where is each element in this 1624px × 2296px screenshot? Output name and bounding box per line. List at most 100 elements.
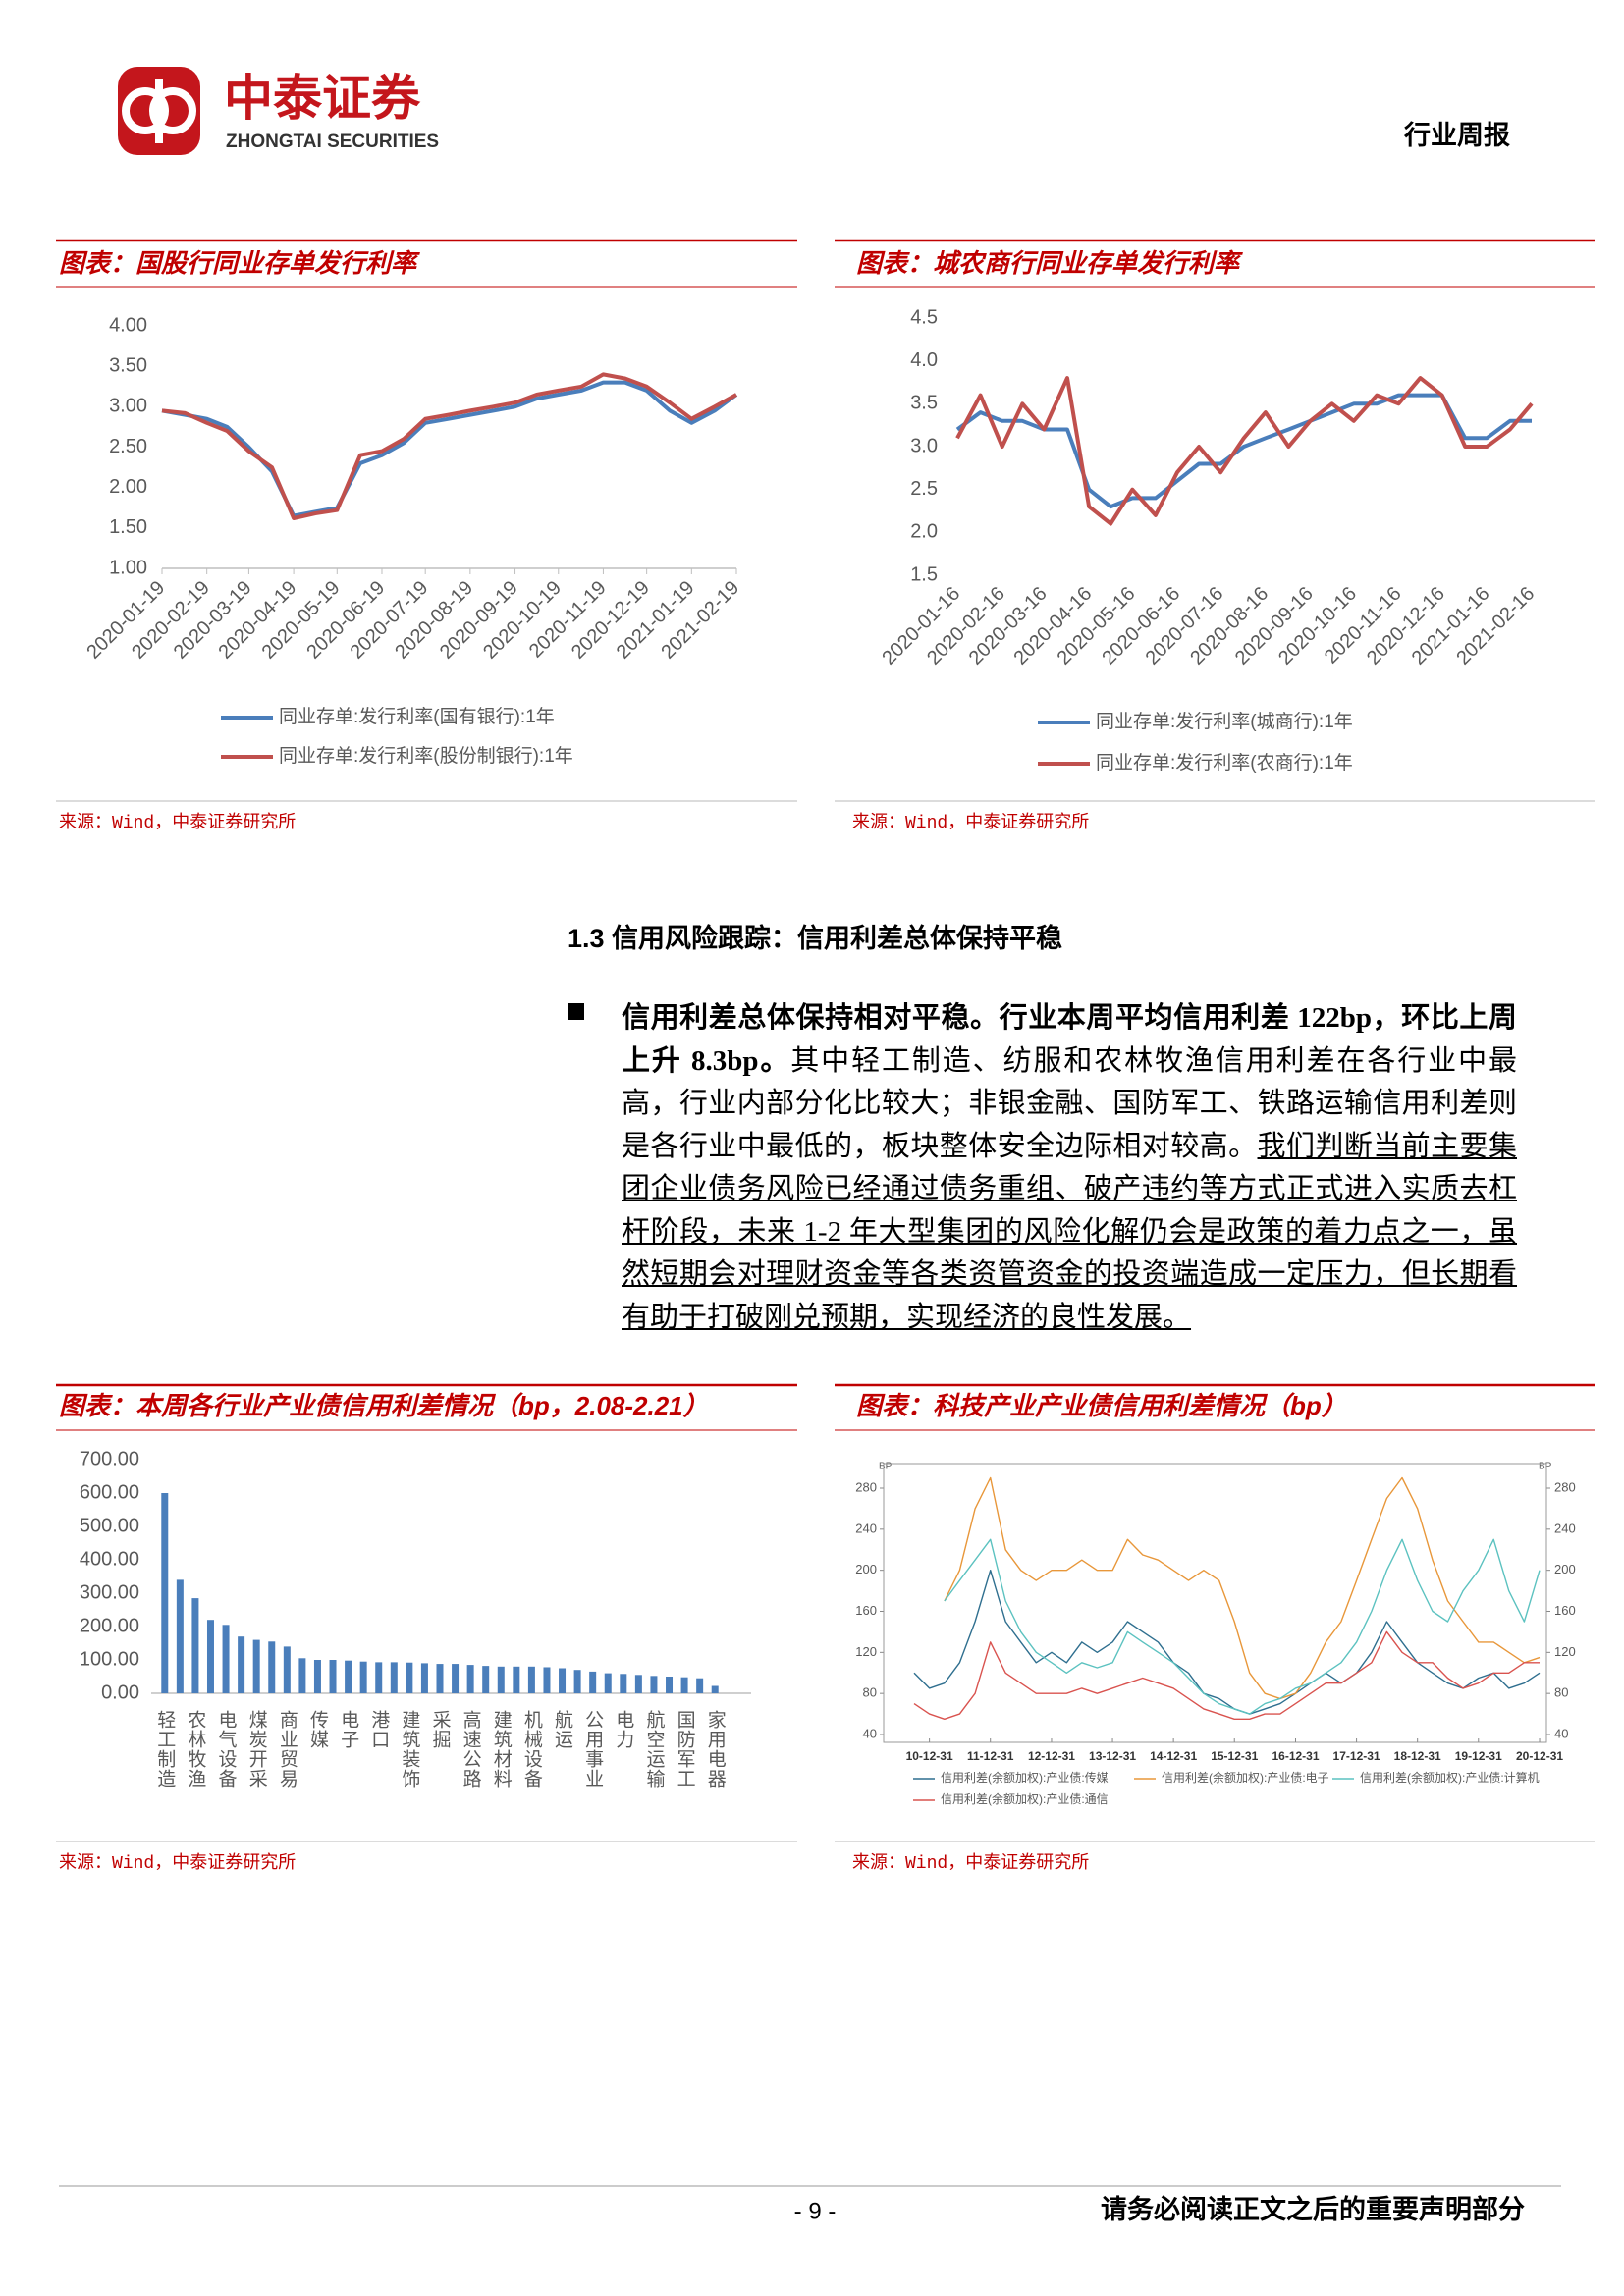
y-tick-label: 280 (855, 1479, 877, 1494)
y-tick-label: 100.00 (80, 1648, 139, 1670)
legend-label: 信用利差(余额加权):产业债:通信 (941, 1791, 1109, 1806)
x-tick-label: 电气设备 (216, 1710, 238, 1789)
company-name: 中泰证券 (224, 71, 421, 126)
x-tick-label: 轻工制造 (154, 1710, 176, 1789)
series-line (913, 1570, 1541, 1715)
x-tick-label: 公用事业 (582, 1710, 604, 1789)
y2-tick-label: 240 (1554, 1521, 1576, 1535)
bar (176, 1579, 184, 1693)
bar (329, 1660, 337, 1693)
bar (559, 1668, 567, 1693)
bar (482, 1666, 490, 1693)
bar (206, 1620, 214, 1693)
bar (390, 1662, 398, 1693)
chart-source: 来源：Wind，中泰证券研究所 (852, 812, 1089, 833)
bar (589, 1671, 597, 1693)
bar (345, 1660, 352, 1693)
y-tick-label: 2.0 (910, 521, 938, 543)
y-tick-label: 1.5 (910, 563, 938, 585)
x-tick-label: 煤炭开采 (246, 1710, 268, 1789)
y2-tick-label: 80 (1554, 1685, 1568, 1700)
legend-label: 同业存单:发行利率(农商行):1年 (1096, 752, 1353, 774)
y-tick-label: 400.00 (80, 1548, 139, 1570)
bar (191, 1598, 199, 1693)
bar (252, 1639, 260, 1693)
bar (680, 1677, 688, 1693)
y-tick-label: 600.00 (80, 1481, 139, 1503)
chart-title: 图表：科技产业产业债信用利差情况（bp） (856, 1391, 1347, 1420)
lead-text: 信用利差总体保持相对平稳。行业本周平均信用利差 122bp，环比上周上升 8.3… (622, 1002, 1517, 1077)
x-tick-label: 航空运输 (643, 1710, 665, 1789)
series-line (955, 376, 1534, 526)
y-tick-label: 300.00 (80, 1581, 139, 1603)
y-tick-label: 4.0 (910, 349, 938, 371)
x-tick-label: 14-12-31 (1150, 1749, 1197, 1763)
chart-source: 来源：Wind，中泰证券研究所 (59, 812, 296, 833)
y-tick-label: 2.00 (109, 476, 147, 498)
y-tick-label: 3.00 (109, 396, 147, 417)
bar (497, 1666, 505, 1693)
body-text: 其中轻工制造、纺服和农林牧渔信用利差在各行业中最高，行业内部分化比较大；非银金融… (622, 1044, 1517, 1162)
x-tick-label: 港口 (368, 1710, 390, 1749)
legend-label: 信用利差(余额加权):产业债:传媒 (941, 1770, 1109, 1785)
x-tick-label: 11-12-31 (967, 1749, 1014, 1763)
x-tick-label: 国防军工 (675, 1710, 696, 1789)
panel-rules (56, 239, 1595, 1842)
y-tick-label: 1.50 (109, 516, 147, 538)
x-tick-label: 13-12-31 (1089, 1749, 1136, 1763)
y-tick-label: 700.00 (80, 1448, 139, 1469)
x-tick-label: 18-12-31 (1394, 1749, 1441, 1763)
x-tick-label: 16-12-31 (1272, 1749, 1319, 1763)
bar (527, 1666, 535, 1693)
x-tick-label: 高速公路 (460, 1710, 482, 1789)
page-number: - 9 - (794, 2198, 837, 2224)
bar (359, 1661, 367, 1693)
x-tick-label: 建筑装饰 (399, 1710, 420, 1789)
series-line (161, 372, 737, 520)
y-tick-label: 120 (855, 1644, 877, 1659)
y-tick-label: 2.50 (109, 436, 147, 457)
y-tick-label: 200.00 (80, 1615, 139, 1636)
bar (634, 1675, 642, 1693)
logo (118, 67, 200, 155)
x-tick-label: 家用电器 (705, 1710, 727, 1789)
bar (420, 1663, 428, 1693)
x-tick-label: 航运 (552, 1710, 573, 1749)
section-heading: 1.3 信用风险跟踪：信用利差总体保持平稳 (568, 923, 1062, 953)
bar (466, 1665, 474, 1693)
bar (452, 1664, 460, 1693)
series-line (944, 1538, 1541, 1715)
y-tick-label: 0.00 (101, 1682, 139, 1703)
bar (573, 1670, 581, 1693)
x-tick-label: 机械设备 (521, 1710, 543, 1789)
x-tick-label: 20-12-31 (1516, 1749, 1563, 1763)
bar (696, 1678, 704, 1693)
x-tick-label: 商业贸易 (277, 1710, 298, 1789)
plot-frame (883, 1463, 1547, 1743)
bar (620, 1674, 627, 1693)
y-tick-label: 500.00 (80, 1515, 139, 1536)
bar (375, 1662, 383, 1693)
y2-tick-label: 160 (1554, 1603, 1576, 1618)
bar (313, 1660, 321, 1693)
bar (238, 1636, 245, 1693)
x-tick-label: 19-12-31 (1455, 1749, 1502, 1763)
series-line (944, 1476, 1541, 1700)
chart-title: 图表：本周各行业产业债信用利差情况（bp，2.08-2.21） (59, 1391, 709, 1420)
y-axis-label: BP (879, 1462, 893, 1472)
y2-tick-label: 280 (1554, 1479, 1576, 1494)
y-tick-label: 240 (855, 1521, 877, 1535)
bar (268, 1641, 276, 1693)
x-tick-label: 农林牧渔 (185, 1710, 206, 1789)
bar (666, 1677, 674, 1693)
y2-tick-label: 200 (1554, 1562, 1576, 1576)
y-tick-label: 2.5 (910, 478, 938, 500)
legend-label: 信用利差(余额加权):产业债:计算机 (1360, 1770, 1540, 1785)
footer-notice: 请务必阅读正文之后的重要声明部分 (1101, 2194, 1525, 2224)
bar (543, 1667, 551, 1693)
chart-source: 来源：Wind，中泰证券研究所 (852, 1852, 1089, 1874)
bar (650, 1676, 658, 1693)
company-name-en: ZHONGTAI SECURITIES (226, 132, 439, 152)
chart-source: 来源：Wind，中泰证券研究所 (59, 1852, 296, 1874)
